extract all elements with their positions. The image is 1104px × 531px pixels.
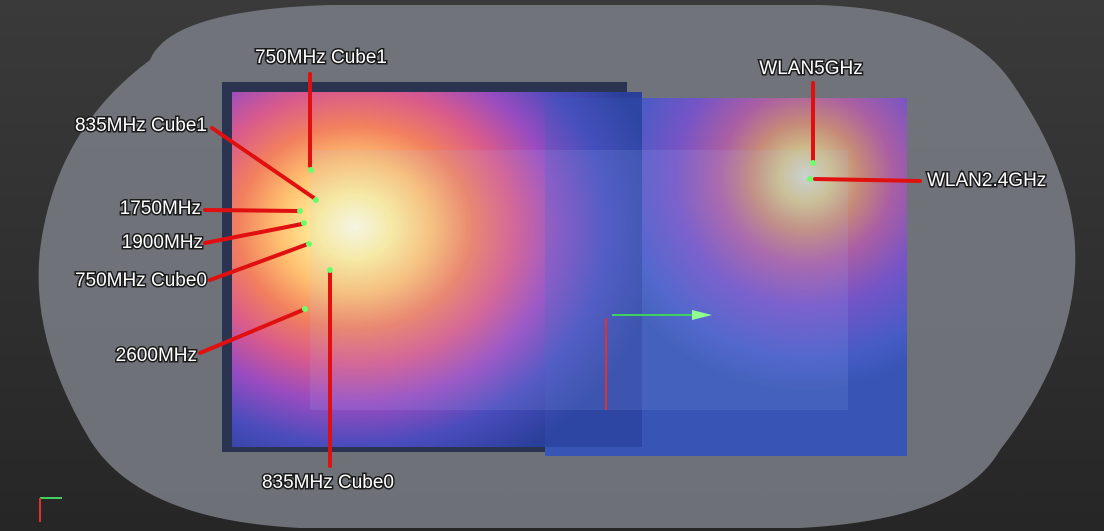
probe-point: [308, 167, 314, 173]
leader: [813, 177, 922, 183]
leader: [198, 308, 305, 355]
probe-point: [306, 241, 312, 247]
probe-point: [810, 160, 816, 166]
probe-label: 1900MHz: [122, 232, 203, 253]
left-heatmap: [232, 92, 642, 447]
probe-label: 835MHz Cube0: [262, 472, 394, 493]
probe-point: [327, 267, 333, 273]
probe-point: [807, 176, 813, 182]
probe-label: 835MHz Cube1: [75, 115, 207, 136]
axis-x-arrow: [692, 310, 712, 320]
leader: [210, 126, 316, 200]
probe-label: WLAN5GHz: [759, 58, 862, 79]
probe-point: [301, 220, 307, 226]
probe-point: [313, 197, 319, 203]
probe-label: WLAN2.4GHz: [927, 170, 1046, 191]
probe-label: 750MHz Cube0: [75, 270, 207, 291]
probe-label: 2600MHz: [116, 345, 197, 366]
ground-plane: [310, 150, 848, 410]
leader: [203, 222, 304, 245]
probe-point: [297, 208, 303, 214]
probe-label: 1750MHz: [120, 198, 201, 219]
probe-label: 750MHz Cube1: [255, 47, 387, 68]
leader: [203, 208, 300, 213]
leader: [208, 242, 310, 282]
probe-point: [302, 306, 308, 312]
